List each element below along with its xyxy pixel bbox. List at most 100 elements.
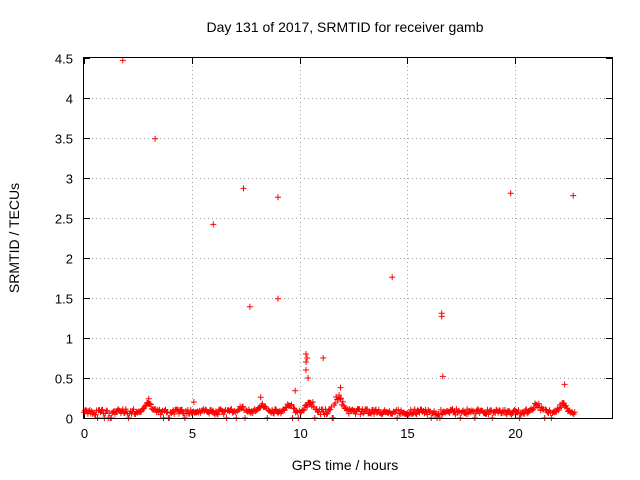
outlier-point [303,359,309,365]
outlier-point [303,351,309,357]
baseline-point [485,411,492,418]
baseline-point [213,410,220,417]
outlier-point [257,394,264,401]
baseline-point [220,411,227,418]
outlier-point [570,192,577,199]
grid-lines [84,58,612,418]
outlier-point [275,194,281,201]
y-tick-label: 0 [66,412,73,427]
baseline-point [147,401,154,408]
baseline-point [474,406,481,413]
x-tick-label: 0 [81,426,88,441]
baseline-point [411,406,418,413]
outlier-point [389,274,396,281]
baseline-point [336,392,343,399]
outlier-point [438,313,445,320]
outlier-point [320,355,327,361]
baseline-point [300,407,307,414]
y-axis-label: SRMTID / TECUs [6,183,22,293]
baseline-point [338,395,344,402]
x-tick-label: 15 [400,426,414,441]
outlier-point [561,381,568,388]
outlier-point [303,367,309,373]
x-axis-label: GPS time / hours [292,457,399,473]
baseline-point [214,411,221,418]
y-tick-label: 4.5 [55,52,73,67]
baseline-point [375,406,382,413]
outlier-point [439,373,446,380]
axis-ticks [84,58,612,419]
baseline-point [157,411,164,418]
y-tick-label: 4 [66,92,73,107]
baseline-point [515,407,522,414]
baseline-point [332,400,339,407]
baseline-point [288,401,295,408]
baseline-point [293,408,300,415]
y-tick-label: 0.5 [55,372,73,387]
baseline-point [290,405,297,411]
x-tick-label: 5 [189,426,196,441]
baseline-point [324,410,331,417]
outlier-point [145,395,152,402]
baseline-point [130,406,137,413]
x-tick-label: 20 [508,426,522,441]
baseline-point [558,404,565,411]
outlier-point [210,221,217,228]
baseline-point [309,399,316,406]
baseline-point [535,400,542,407]
baseline-point [462,410,469,416]
y-tick-label: 1.5 [55,292,73,307]
baseline-point [323,411,330,418]
baseline-point [142,403,149,410]
baseline-point [412,410,419,417]
y-tick-label: 1 [66,332,73,347]
baseline-point [407,406,414,413]
baseline-point [395,406,402,413]
y-tick-label: 3.5 [55,132,73,147]
baseline-point [571,409,578,416]
baseline-point [240,403,246,410]
baseline-point [357,411,364,418]
x-tick-labels: 0 5 10 15 20 [81,426,523,441]
y-tick-label: 3 [66,172,73,187]
baseline-point [304,404,311,410]
outlier-point [292,387,299,394]
baseline-point [259,400,266,407]
baseline-point [158,408,165,415]
baseline-point [364,406,371,413]
baseline-point [493,406,500,413]
baseline-point [530,406,536,413]
outlier-point [507,190,514,197]
baseline-point [521,410,528,417]
outlier-point [304,355,311,361]
plot-frame [83,57,613,419]
y-tick-label: 2.5 [55,212,73,227]
baseline-point [327,406,334,413]
data-points [81,57,578,421]
x-tick-label: 10 [293,426,307,441]
baseline-point [472,410,479,417]
baseline-point [120,409,127,416]
y-tick-labels: 0 0.5 1 1.5 2 2.5 3 3.5 4 4.5 [55,52,73,427]
baseline-point [99,406,106,413]
outlier-point [152,135,159,142]
baseline-point [92,411,99,418]
baseline-point [337,396,343,403]
outlier-point [119,57,126,64]
outlier-point [246,303,253,310]
baseline-point [146,400,153,407]
outlier-point [190,399,197,405]
baseline-point [339,398,346,405]
baseline-point [501,407,508,413]
outlier-point [337,384,344,391]
baseline-point [112,411,118,418]
y-tick-label: 2 [66,252,73,267]
outlier-point [240,185,247,192]
baseline-point [178,406,185,413]
outlier-point [305,375,312,381]
baseline-point [416,409,423,416]
baseline-point [301,406,308,413]
outlier-point [275,295,281,302]
chart-title: Day 131 of 2017, SRMTID for receiver gam… [206,19,483,35]
